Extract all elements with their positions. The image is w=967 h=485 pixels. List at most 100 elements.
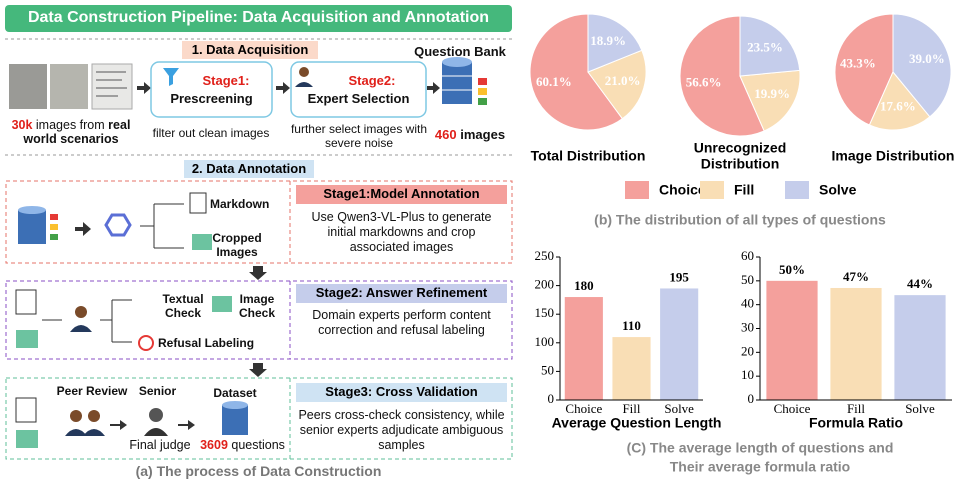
bar-label: 47% [843, 269, 869, 284]
y-tick-label: 60 [741, 248, 754, 263]
senior-icon [144, 408, 168, 436]
stage-box [150, 61, 273, 118]
role: Dataset [213, 386, 257, 400]
people-icon [65, 410, 105, 436]
legend-swatch [700, 181, 724, 199]
person-icon [70, 306, 92, 332]
bar [830, 287, 882, 400]
image-icon [212, 296, 232, 312]
slice-label: 18.9% [590, 33, 626, 48]
pie-title: Image Distribution [832, 148, 955, 164]
section-heading: 1. Data Acquisition [191, 42, 309, 57]
slice-label: 43.3% [840, 56, 876, 71]
caption: (a) The process of Data Construction [135, 463, 382, 479]
stage-name: Expert Selection [307, 91, 410, 106]
person-icon [295, 67, 313, 87]
heading-box [182, 41, 318, 59]
pie-title: Distribution [701, 156, 780, 172]
emphasis: real world scenarios [23, 118, 131, 146]
stage-description: Peers cross-check consistency, while sen… [298, 408, 505, 452]
unit: questions [231, 438, 285, 452]
pie-slice [679, 15, 765, 137]
pie-slice [587, 49, 647, 120]
bar [766, 280, 818, 400]
header-box [296, 284, 507, 303]
branch [42, 299, 132, 343]
x-tick-label: Fill [622, 401, 640, 416]
pie-slice [739, 69, 801, 132]
legend-label: Choice [659, 182, 706, 198]
slice-label: 56.6% [686, 75, 722, 90]
stage-header: Stage2: Answer Refinement [315, 285, 488, 300]
pie-slice [892, 13, 952, 118]
stage-label: Stage1: [202, 73, 250, 88]
x-tick-label: Solve [905, 401, 935, 416]
bar-label: 195 [669, 269, 689, 284]
section-heading: 2. Data Annotation [191, 161, 307, 176]
output: Refusal Labeling [158, 336, 255, 350]
y-tick-label: 40 [741, 296, 754, 311]
bar-label: 44% [907, 276, 933, 291]
pie-slice [529, 13, 624, 131]
stage-frame [5, 180, 513, 264]
stage-header: Stage1:Model Annotation [323, 186, 480, 201]
doc-icon [189, 192, 207, 214]
y-tick-label: 10 [741, 367, 754, 382]
database-icon [442, 57, 487, 105]
bar [660, 288, 699, 400]
slice-label: 17.6% [880, 99, 916, 114]
pie-slice [868, 71, 931, 131]
bar [564, 297, 603, 400]
model-icon [104, 213, 132, 237]
branch [140, 203, 184, 249]
pie-slice [739, 15, 801, 77]
y-tick-label: 0 [748, 391, 755, 406]
image-icon [16, 430, 38, 448]
result: 460 images [425, 128, 515, 142]
y-tick-label: 50 [741, 272, 754, 287]
heading-box [184, 160, 314, 178]
database-icon [18, 206, 58, 244]
stage-frame [5, 280, 513, 360]
pie-title: Unrecognized [694, 140, 787, 156]
role: Senior [138, 384, 177, 398]
role: Peer Review [56, 384, 128, 398]
legend-label: Fill [734, 182, 754, 198]
doc-icon [15, 397, 37, 423]
y-tick-label: 0 [548, 391, 555, 406]
image-icon [192, 234, 212, 250]
text: images from [35, 118, 105, 132]
stage-name: Prescreening [170, 91, 253, 106]
x-tick-label: Fill [847, 401, 865, 416]
y-tick-label: 30 [741, 319, 754, 334]
x-axis-label: Formula Ratio [809, 415, 903, 431]
y-tick-label: 200 [535, 277, 555, 292]
diagram [5, 5, 513, 460]
dataset-size: 3609 questions [195, 438, 290, 452]
y-tick-label: 250 [535, 248, 555, 263]
arrows [110, 420, 195, 430]
y-tick-label: 100 [535, 334, 555, 349]
bank-label: Question Bank [414, 44, 506, 59]
legend-label: Solve [819, 182, 857, 198]
funnel-icon [163, 68, 179, 86]
x-tick-label: Solve [664, 401, 694, 416]
x-tick-label: Choice [774, 401, 811, 416]
y-tick-label: 20 [741, 343, 754, 358]
x-axis-label: Average Question Length [552, 415, 722, 431]
arrows [75, 82, 440, 377]
caption: (b) The distribution of all types of que… [594, 212, 886, 228]
refusal-icon [138, 335, 154, 351]
unit: images [460, 127, 506, 142]
count: 3609 [200, 438, 228, 452]
y-tick-label: 50 [541, 362, 554, 377]
bar-label: 110 [622, 318, 641, 333]
x-tick-label: Choice [565, 401, 602, 416]
stage-note: further select images with severe noise [290, 122, 428, 150]
doc-icon [15, 289, 37, 315]
source-text: 30k images from real world scenarios [4, 118, 138, 146]
legend-swatch [625, 181, 649, 199]
slice-label: 23.5% [747, 39, 783, 54]
bar-label: 50% [779, 262, 805, 277]
